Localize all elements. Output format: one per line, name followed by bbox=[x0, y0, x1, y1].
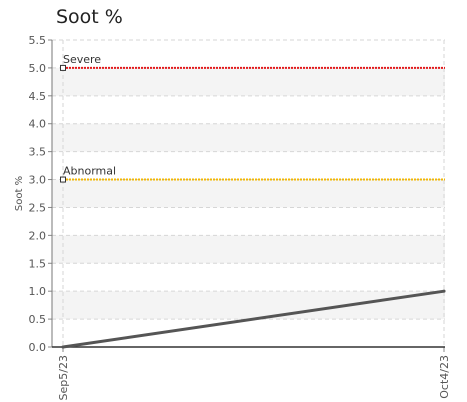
y-tick-label: 1.5 bbox=[29, 257, 47, 270]
y-tick-label: 3.0 bbox=[29, 174, 47, 187]
background-band bbox=[52, 291, 445, 320]
series-line bbox=[61, 289, 446, 349]
data-point bbox=[442, 289, 446, 293]
background-band bbox=[52, 67, 445, 96]
y-tick-label: 3.5 bbox=[29, 146, 47, 159]
chart-title: Soot % bbox=[56, 6, 123, 28]
background-band bbox=[52, 179, 445, 208]
y-axis-label: Soot % bbox=[14, 176, 25, 211]
y-tick-label: 0.0 bbox=[29, 341, 47, 354]
y-tick-label: 1.0 bbox=[29, 285, 47, 298]
threshold-label: Severe bbox=[63, 53, 101, 66]
threshold-marker bbox=[60, 176, 66, 183]
y-tick-label: 2.0 bbox=[29, 229, 47, 242]
y-tick-label: 4.5 bbox=[29, 90, 47, 103]
y-tick-labels: 0.0 0.5 1.0 1.5 2.0 2.5 3.0 3.5 4.0 4.5 5.0 5.5 bbox=[29, 34, 47, 354]
data-point bbox=[61, 345, 65, 349]
background-band bbox=[52, 235, 445, 264]
x-tick-labels: Sep5/23 Oct4/23 bbox=[57, 355, 451, 400]
x-tick-label: Oct4/23 bbox=[438, 355, 451, 399]
threshold-label: Abnormal bbox=[63, 165, 116, 178]
background-bands bbox=[52, 67, 445, 320]
data-series bbox=[61, 289, 446, 349]
threshold-marker bbox=[60, 64, 66, 71]
y-tick-label: 4.0 bbox=[29, 118, 47, 131]
threshold-lines: Severe Abnormal bbox=[60, 53, 445, 183]
y-tick-label: 5.5 bbox=[29, 34, 47, 47]
y-tick-label: 5.0 bbox=[29, 62, 47, 75]
axes bbox=[48, 39, 445, 352]
y-tick-label: 0.5 bbox=[29, 313, 47, 326]
y-tick-label: 2.5 bbox=[29, 201, 47, 214]
background-band bbox=[52, 123, 445, 152]
x-tick-label: Sep5/23 bbox=[57, 355, 70, 400]
